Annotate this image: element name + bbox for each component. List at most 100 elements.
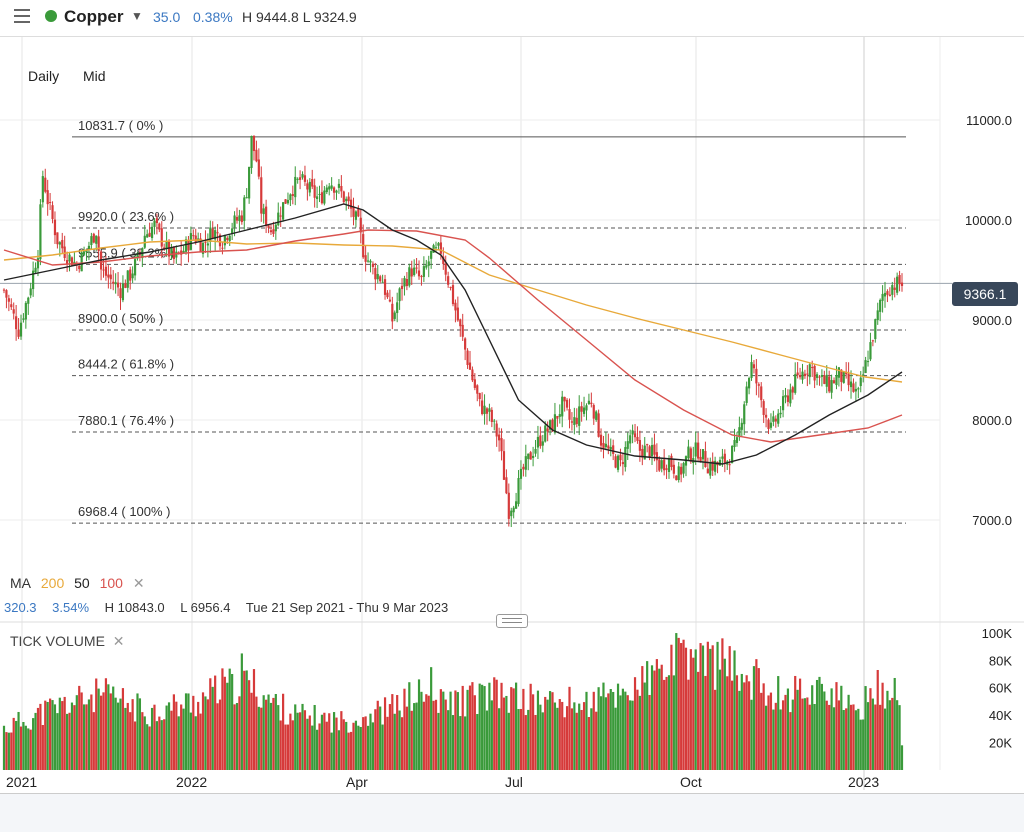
candle-body [425,265,428,268]
candle-body [468,362,472,370]
volume-bar [733,650,736,770]
volume-bar [813,703,816,770]
volume-bar [590,708,593,770]
price-change: 35.0 [153,9,181,25]
volume-bar [740,673,743,770]
volume-bar [439,689,442,770]
volume-bar [723,658,726,770]
volume-bar [231,674,234,770]
volume-bar [828,704,831,770]
close-icon[interactable]: ✕ [112,633,125,649]
ma-100-label[interactable]: 100 [99,575,123,591]
candle-body [811,367,814,369]
volume-bar [308,715,311,770]
caret-down-icon[interactable]: ▼ [131,9,143,23]
volume-bar [184,693,188,770]
volume-bar [563,717,566,770]
candle-body [680,466,683,475]
x-tick-label: Jul [505,774,523,790]
time-navigator[interactable] [0,793,1024,832]
candle-body [391,303,394,322]
candle-body [386,292,389,298]
volume-bar [534,714,537,770]
candle-body [306,183,309,190]
instrument-name[interactable]: Copper [64,7,124,26]
candle-body [786,395,790,402]
candle-body [595,411,598,420]
volume-bar [464,716,467,770]
volume-bar [461,685,464,770]
volume-bar [767,695,770,770]
candle-body [175,251,178,258]
volume-bar [900,745,904,770]
range-change-percent: 3.54% [52,600,90,615]
candle-body [342,191,345,203]
candle-body [413,267,416,276]
volume-bar [597,687,600,770]
ma-50-label[interactable]: 50 [74,575,90,591]
candle-body [646,444,649,446]
candle-body [323,190,326,204]
volume-bar [277,705,280,770]
candle-body [366,260,370,262]
candle-body [629,435,632,444]
candle-body [631,430,634,435]
x-tick-label: Apr [346,774,368,790]
volume-bar [274,694,277,770]
candle-body [291,194,294,196]
pane-resize-handle[interactable] [496,614,528,628]
candle-body [512,507,515,513]
volume-bar [95,678,98,770]
candle-body [527,453,530,459]
candle-body [515,501,518,509]
volume-bar [313,704,316,770]
volume-bar [764,705,768,770]
volume-bar [359,726,362,770]
candle-body [510,510,513,517]
close-icon[interactable]: ✕ [132,575,145,591]
candle-body [24,302,27,320]
volume-bar [349,731,353,770]
volume-bar [163,719,166,770]
volume-bar [832,707,836,770]
candle-body [762,401,765,415]
interval-label[interactable]: Daily [28,68,60,84]
hamburger-icon[interactable] [14,9,30,23]
volume-bar [437,712,440,770]
candle-body [592,405,595,419]
volume-bar [456,692,459,770]
candle-body [672,464,675,474]
volume-bar [180,704,183,770]
candle-body [619,454,622,461]
candle-body [738,427,741,438]
candle-body [272,229,275,234]
volume-bar [772,709,775,770]
price-type-label[interactable]: Mid [83,68,106,84]
volume-bar [789,712,792,770]
candle-body [687,446,690,459]
candle-body [883,292,887,297]
volume-bar [2,725,6,770]
volume-bar [512,688,515,770]
volume-bar [660,664,663,770]
candle-body [235,216,239,221]
candle-body [471,369,474,381]
volume-bar [340,711,343,770]
candle-body [689,448,692,462]
ma-200-label[interactable]: 200 [40,575,65,591]
volume-bar [267,694,270,770]
candle-body [284,199,287,204]
fib-level-label: 9920.0 ( 23.6% ) [78,209,174,224]
candle-body [769,422,773,428]
candle-body [313,185,316,198]
candle-body [41,176,44,203]
candle-body [655,452,658,461]
x-tick-label: 2022 [176,774,207,790]
candle-body [22,318,25,320]
candle-body [590,402,593,405]
range-change: 320.3 [4,600,37,615]
candle-body [228,235,231,242]
candle-body [796,372,799,376]
candle-body [488,408,491,412]
